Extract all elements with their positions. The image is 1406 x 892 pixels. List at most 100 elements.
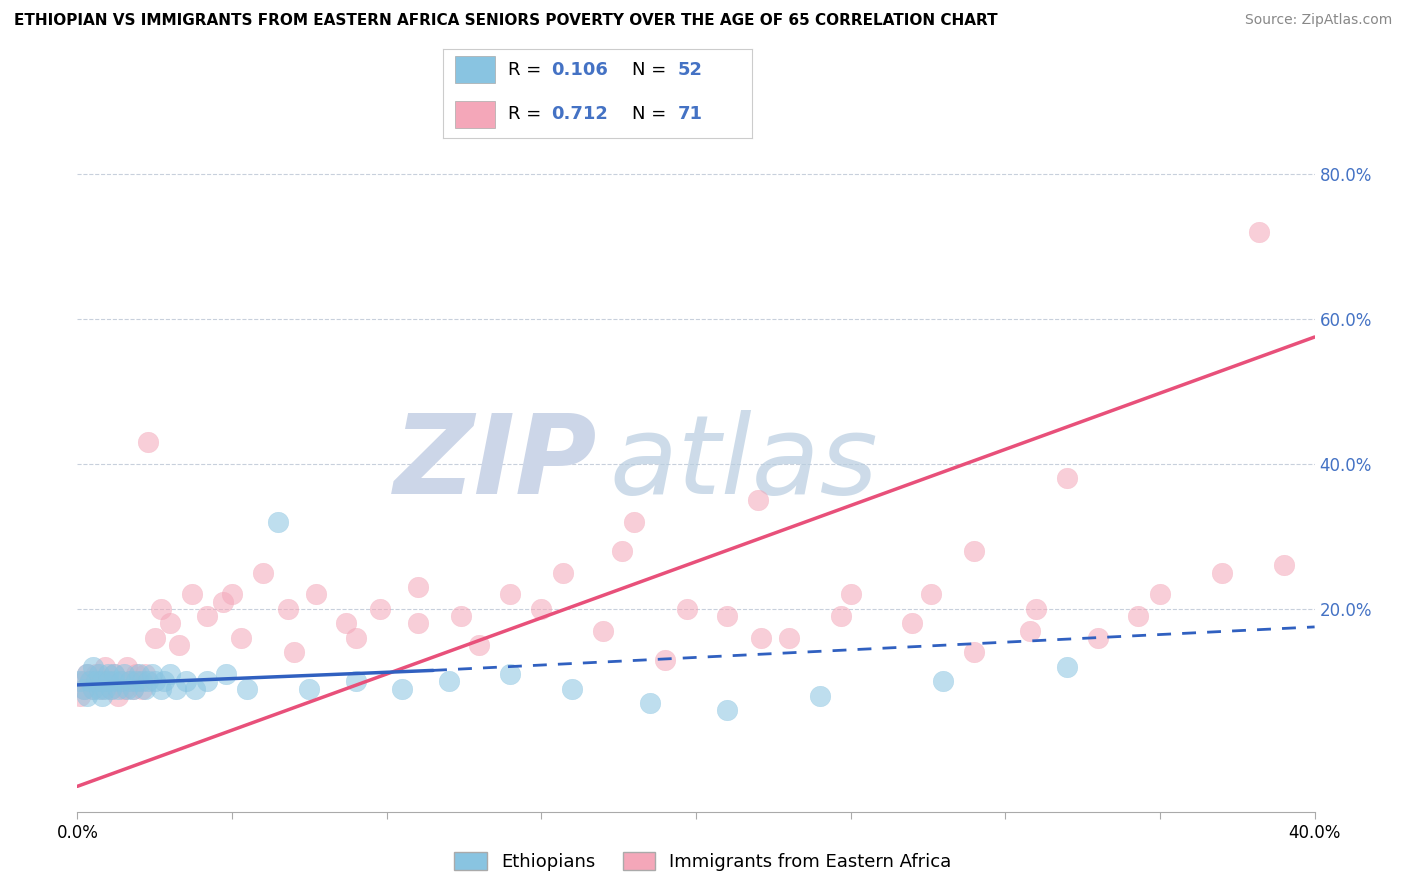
Point (211, 594, 233, 608)
Point (1128, 609, 1150, 624)
Point (1272, 558, 1295, 573)
Point (716, 609, 738, 624)
Point (134, 681, 156, 696)
Point (437, 674, 460, 689)
Point (82, 681, 104, 696)
Point (165, 681, 187, 696)
Text: R =: R = (508, 61, 547, 78)
Point (149, 681, 172, 696)
Point (370, 601, 392, 615)
Point (450, 609, 472, 624)
Point (128, 667, 150, 681)
Point (97, 674, 120, 689)
Point (749, 631, 772, 645)
Point (468, 638, 491, 652)
Point (103, 667, 125, 681)
Point (298, 681, 321, 696)
Bar (456, 56, 495, 83)
Point (561, 681, 583, 696)
Point (134, 667, 156, 681)
Point (112, 681, 135, 696)
Point (69, 689, 91, 703)
Point (391, 681, 413, 696)
Text: 71: 71 (678, 105, 703, 123)
Point (159, 616, 181, 631)
Point (963, 543, 986, 558)
Point (131, 681, 153, 696)
Text: Source: ZipAtlas.com: Source: ZipAtlas.com (1244, 13, 1392, 28)
Point (82, 660, 104, 674)
Point (107, 681, 129, 696)
Point (118, 674, 141, 689)
Point (174, 674, 197, 689)
Point (118, 674, 141, 689)
Point (103, 667, 125, 681)
Point (69, 674, 91, 689)
Point (169, 638, 191, 652)
Point (87, 674, 110, 689)
Point (107, 689, 129, 703)
Point (159, 667, 181, 681)
Text: 0.106: 0.106 (551, 61, 607, 78)
Text: ETHIOPIAN VS IMMIGRANTS FROM EASTERN AFRICA SENIORS POVERTY OVER THE AGE OF 65 C: ETHIOPIAN VS IMMIGRANTS FROM EASTERN AFR… (14, 13, 998, 29)
Point (808, 689, 831, 703)
Point (91, 681, 114, 696)
Point (82, 681, 104, 696)
Point (623, 515, 645, 529)
Point (1056, 471, 1078, 485)
Point (1149, 587, 1171, 601)
Point (94, 681, 117, 696)
Point (76, 667, 98, 681)
Point (1087, 631, 1109, 645)
Point (215, 667, 238, 681)
Point (100, 681, 122, 696)
Point (344, 674, 367, 689)
Point (84, 674, 107, 689)
Point (87, 667, 110, 681)
Point (231, 631, 253, 645)
Text: N =: N = (631, 61, 672, 78)
Point (184, 681, 207, 696)
Point (654, 652, 676, 666)
Point (122, 681, 145, 696)
Point (110, 674, 132, 689)
Point (149, 601, 172, 615)
Point (79, 674, 101, 689)
Point (115, 681, 138, 696)
Point (103, 674, 125, 689)
Text: R =: R = (508, 105, 547, 123)
Point (1019, 624, 1042, 638)
Point (153, 674, 176, 689)
Point (932, 674, 955, 689)
Text: N =: N = (631, 105, 672, 123)
Point (304, 587, 326, 601)
Point (91, 689, 114, 703)
Point (1247, 225, 1270, 239)
Point (110, 674, 132, 689)
Point (335, 616, 357, 631)
Point (638, 696, 661, 710)
Point (252, 566, 274, 580)
Point (97, 667, 120, 681)
Point (901, 616, 924, 631)
Text: 0.712: 0.712 (551, 105, 607, 123)
Point (138, 674, 160, 689)
Point (180, 587, 202, 601)
Point (76, 689, 98, 703)
Point (499, 587, 522, 601)
Point (87, 681, 110, 696)
Point (610, 543, 633, 558)
Point (97, 674, 120, 689)
Point (344, 631, 367, 645)
Point (839, 587, 862, 601)
Point (1211, 566, 1233, 580)
Point (125, 667, 148, 681)
Point (138, 435, 160, 450)
Point (143, 631, 166, 645)
Point (91, 674, 114, 689)
Point (94, 660, 117, 674)
Point (115, 660, 138, 674)
Point (141, 667, 163, 681)
Point (963, 645, 986, 659)
Point (830, 609, 852, 624)
